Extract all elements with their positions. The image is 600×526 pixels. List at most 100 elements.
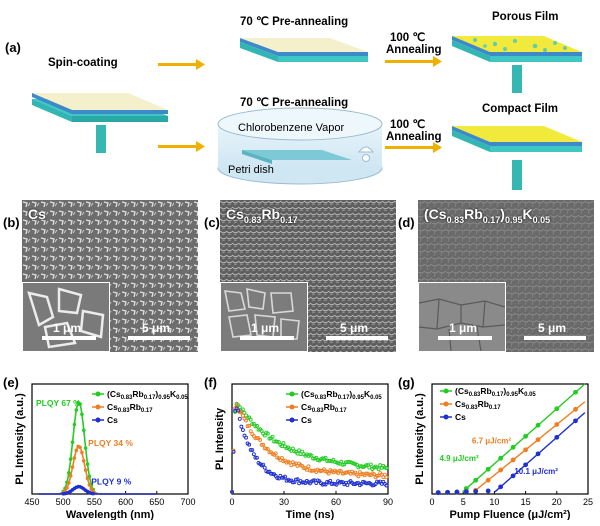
e-point-0 (78, 402, 82, 406)
e-legend-text-2: Cs (107, 415, 118, 425)
f-point-2 (270, 471, 275, 476)
inset-scale-text-csrbk: 1 μm (449, 321, 478, 335)
g-frame (431, 383, 589, 495)
e-xlabel: Wavelength (nm) (66, 509, 155, 520)
f-legend-text-1: Cs0.83Rb0.17 (301, 402, 347, 414)
g-point-0-6 (498, 455, 504, 461)
main-scale-bar-csrbk (524, 336, 586, 340)
e-point-1 (70, 465, 75, 469)
panel-label-a: (a) (5, 40, 21, 55)
f-point-1 (364, 471, 369, 476)
g-xtick-label-0: 0 (429, 497, 434, 507)
g-annotation-1: 6.7 μJ/cm² (472, 436, 511, 445)
g-point-2-10 (554, 434, 560, 440)
sem-image-csrbk: (Cs0.83Rb0.17)0.95K0.05 1 μm 5 μm (418, 200, 594, 352)
f-point-0 (251, 421, 256, 426)
f-point-2 (231, 449, 236, 454)
f-point-2 (279, 475, 284, 480)
f-legend-text-2: Cs (301, 415, 312, 425)
preanneal-bottom-label: 70 ℃ Pre-annealing (240, 97, 349, 109)
f-point-1 (261, 442, 266, 447)
g-legend-text-1: Cs0.83Rb0.17 (455, 399, 501, 411)
f-point-0 (297, 448, 302, 453)
g-ylabel: PL Intensity (a.u.) (414, 393, 426, 485)
sem-inset-cs (22, 282, 110, 352)
g-xtick-label-4: 20 (552, 497, 562, 507)
f-point-2 (328, 478, 333, 483)
g-point-1-5 (485, 477, 491, 483)
f-point-2 (239, 424, 244, 429)
e-annotation-2: PLQY 9 % (91, 477, 131, 487)
f-point-1 (384, 475, 389, 480)
g-point-2-3 (463, 489, 469, 495)
inset-scale-bar-csrb (240, 336, 294, 340)
f-point-0 (309, 453, 314, 458)
spin-coating-label: Spin-coating (48, 57, 118, 69)
e-xtick-label-0: 450 (24, 497, 39, 507)
e-xtick-label-4: 650 (149, 497, 164, 507)
spin-coating-substrate (32, 93, 168, 153)
f-point-1 (273, 451, 278, 456)
f-point-0 (259, 428, 264, 433)
g-point-2-6 (498, 484, 504, 490)
e-point-1 (68, 474, 73, 478)
f-legend-marker-2 (289, 417, 295, 423)
f-xtick-label-0: 0 (229, 497, 234, 507)
g-point-1-11 (573, 406, 578, 412)
schematic-illustration (32, 36, 582, 190)
f-point-2 (255, 455, 259, 460)
f-xtick-label-1: 30 (279, 497, 289, 507)
f-point-1 (248, 429, 253, 434)
e-point-0 (70, 440, 75, 444)
chlorobenzene-vapor-label: Chlorobenzene Vapor (238, 122, 345, 134)
g-point-2-9 (535, 451, 541, 457)
f-point-2 (236, 408, 241, 413)
f-point-2 (250, 448, 255, 452)
f-point-2 (240, 428, 245, 432)
f-point-2 (244, 435, 248, 440)
g-point-2-1 (445, 489, 450, 495)
f-point-2 (237, 416, 242, 421)
g-fit-2 (494, 412, 586, 493)
e-annotation-1: PLQY 34 % (88, 438, 133, 448)
f-point-0 (270, 434, 275, 439)
anneal-bottom-word: Annealing (386, 131, 442, 143)
panel-label-d: (d) (398, 215, 415, 230)
sem-inset-csrbk (418, 282, 506, 352)
f-point-2 (230, 489, 234, 494)
e-point-0 (67, 470, 71, 475)
g-point-0-9 (535, 422, 541, 428)
g-point-2-2 (454, 489, 460, 495)
g-point-0-8 (523, 433, 528, 439)
f-point-2 (311, 478, 316, 483)
f-xlabel: Time (ns) (286, 509, 335, 520)
g-point-1-9 (535, 437, 541, 443)
e-point-0 (80, 412, 84, 417)
f-point-2 (253, 455, 258, 460)
f-ylabel: PL Intensity (214, 407, 226, 470)
g-point-1-8 (523, 447, 528, 453)
f-xtick-label-3: 90 (383, 497, 393, 507)
f-point-1 (234, 402, 239, 407)
f-point-2 (283, 474, 287, 479)
anneal-top-temp: 100 ℃ (390, 32, 426, 44)
f-point-2 (384, 483, 389, 488)
f-point-1 (356, 474, 361, 479)
f-point-0 (384, 466, 389, 471)
f-point-0 (323, 455, 328, 460)
f-point-2 (262, 465, 267, 470)
e-series-2 (38, 485, 157, 495)
porous-film (452, 36, 582, 93)
panel-label-f: (f) (204, 375, 217, 390)
porous-film-label: Porous Film (492, 11, 559, 23)
e-point-0 (72, 422, 77, 427)
g-point-0-10 (554, 406, 560, 412)
e-point-0 (68, 457, 73, 461)
g-point-2-7 (510, 473, 516, 479)
e-point-0 (81, 428, 86, 433)
f-point-0 (248, 417, 253, 422)
g-point-1-10 (554, 422, 560, 427)
f-point-2 (248, 447, 253, 452)
g-point-2-5 (485, 488, 491, 494)
g-legend-marker-1 (443, 401, 449, 407)
